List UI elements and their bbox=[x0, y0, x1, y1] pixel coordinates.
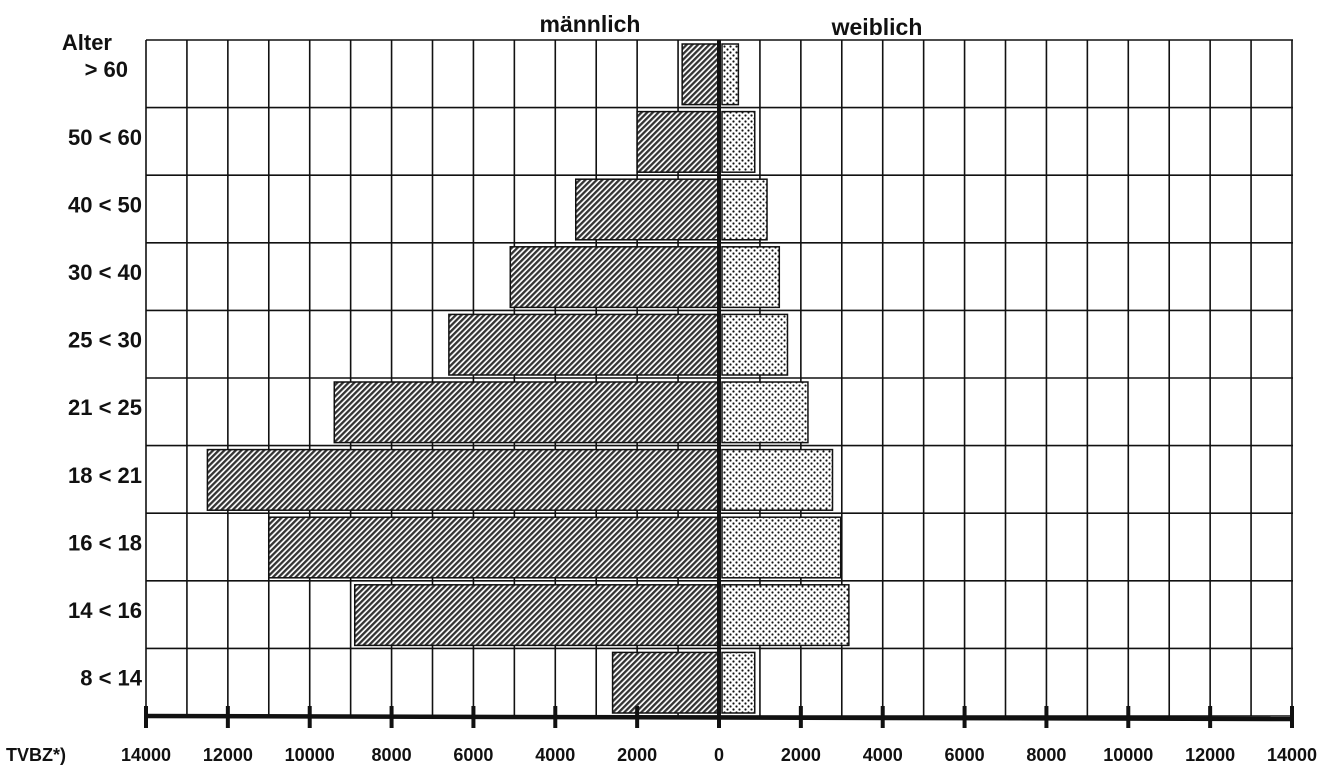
category-label: 18 < 21 bbox=[68, 463, 142, 488]
x-tick-label: 6000 bbox=[945, 745, 985, 765]
bar-male bbox=[636, 110, 720, 173]
category-label: 40 < 50 bbox=[68, 192, 142, 217]
bar-male bbox=[575, 178, 720, 241]
x-tick-label: 4000 bbox=[535, 745, 575, 765]
bar-female bbox=[721, 651, 756, 714]
x-tick-label: 14000 bbox=[121, 745, 171, 765]
bar-female bbox=[721, 584, 850, 647]
bar-male bbox=[509, 246, 720, 309]
bar-male bbox=[333, 381, 720, 444]
bar-male bbox=[206, 448, 720, 511]
bar-female bbox=[721, 448, 834, 511]
category-label: 8 < 14 bbox=[80, 666, 143, 691]
x-axis bbox=[144, 40, 1294, 728]
header-female: weiblich bbox=[831, 14, 923, 40]
bars bbox=[206, 43, 850, 714]
bar-female bbox=[721, 43, 740, 106]
category-label: 21 < 25 bbox=[68, 395, 142, 420]
bar-male bbox=[268, 516, 720, 579]
bar-male bbox=[353, 584, 720, 647]
x-tick-label: 10000 bbox=[1103, 745, 1153, 765]
category-label: > 60 bbox=[85, 57, 128, 82]
x-tick-label: 2000 bbox=[617, 745, 657, 765]
bar-male bbox=[611, 651, 720, 714]
x-tick-label: 10000 bbox=[285, 745, 335, 765]
x-tick-label: 8000 bbox=[1026, 745, 1066, 765]
x-tick-label: 6000 bbox=[453, 745, 493, 765]
age-header: Alter bbox=[62, 30, 113, 55]
x-tick-label: 2000 bbox=[781, 745, 821, 765]
category-label: 16 < 18 bbox=[68, 530, 142, 555]
category-label: 25 < 30 bbox=[68, 328, 142, 353]
bar-female bbox=[721, 246, 781, 309]
x-tick-label: 4000 bbox=[863, 745, 903, 765]
x-tick-label: 12000 bbox=[203, 745, 253, 765]
labels: männlich weiblich Alter TVBZ*) > 60 50 < … bbox=[6, 11, 1317, 765]
x-tick-label: 0 bbox=[714, 745, 724, 765]
category-label: 30 < 40 bbox=[68, 260, 142, 285]
bar-female bbox=[721, 110, 756, 173]
bar-female bbox=[721, 516, 842, 579]
x-tick-label: 12000 bbox=[1185, 745, 1235, 765]
x-axis-title: TVBZ*) bbox=[6, 745, 66, 765]
bar-female bbox=[721, 381, 809, 444]
bar-female bbox=[721, 178, 768, 241]
x-tick-label: 14000 bbox=[1267, 745, 1317, 765]
bar-male bbox=[681, 43, 720, 106]
category-label: 50 < 60 bbox=[68, 125, 142, 150]
category-label: 14 < 16 bbox=[68, 598, 142, 623]
bar-male bbox=[448, 313, 720, 376]
header-male: männlich bbox=[540, 11, 641, 37]
bar-female bbox=[721, 313, 789, 376]
x-tick-label: 8000 bbox=[372, 745, 412, 765]
